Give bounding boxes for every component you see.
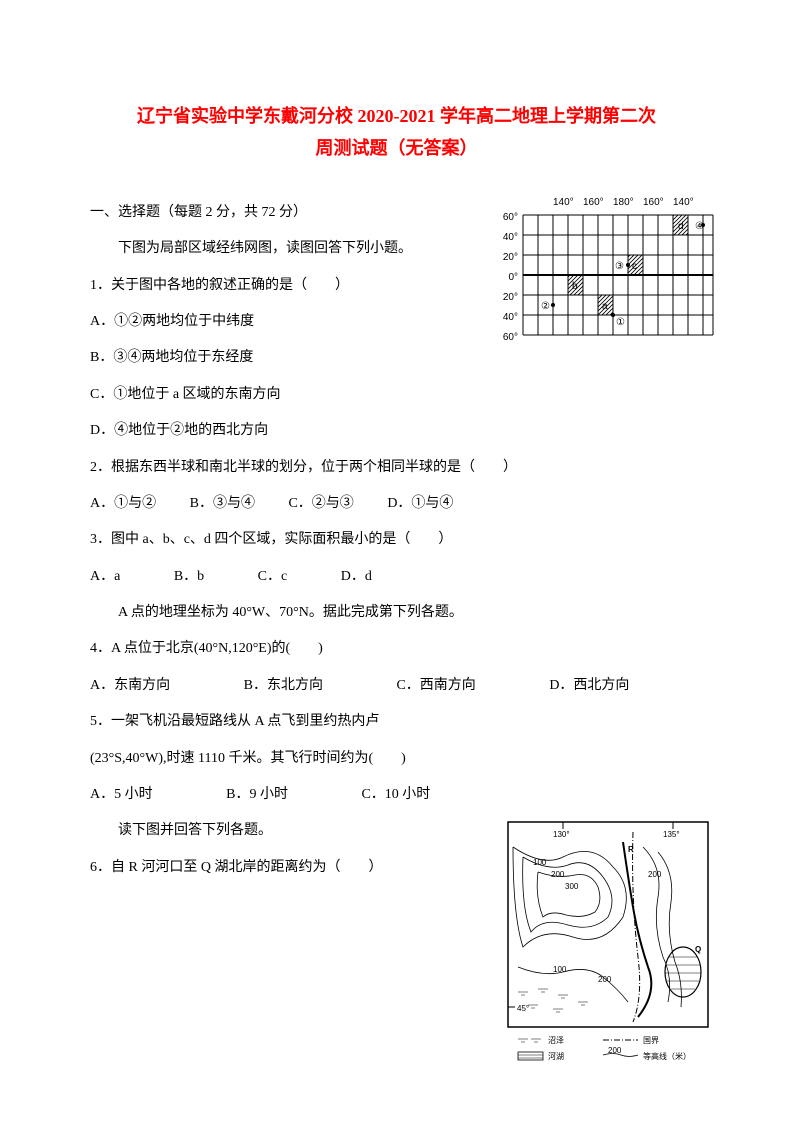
q5-stem-1: 5．一架飞机沿最短路线从 A 点飞到里约热内卢 <box>90 704 703 740</box>
q3-opt-b: B．b <box>174 569 204 584</box>
point-2 <box>551 303 555 307</box>
lon-180: 180° <box>613 197 634 208</box>
lat-40s: 40° <box>503 312 518 323</box>
q3-stem: 3．图中 a、b、c、d 四个区域，实际面积最小的是（ ） <box>90 522 703 558</box>
q5-stem-2: (23°S,40°W),时速 1110 千米。其飞行时间约为( ) <box>90 741 703 777</box>
label-2: ② <box>541 301 550 312</box>
legend: 沼泽 河湖 国界 200 等高线（米） <box>518 1036 691 1061</box>
map-svg: 130° 135° 45° 100 200 300 200 200 100 R <box>503 817 713 1067</box>
q2-opt-d: D．①与④ <box>387 496 453 511</box>
lat-60s: 60° <box>503 332 518 343</box>
lat-0: 0° <box>508 272 518 283</box>
point-4 <box>701 223 705 227</box>
lat-20s: 20° <box>503 292 518 303</box>
title-line-2: 周测试题（无答案） <box>90 132 703 164</box>
q5-opt-b: B．9 小时 <box>226 787 288 802</box>
contour-200c: 200 <box>598 975 612 984</box>
lon-135: 135° <box>663 830 680 839</box>
title-line-1: 辽宁省实验中学东戴河分校 2020-2021 学年高二地理上学期第二次 <box>90 100 703 132</box>
label-c: c <box>632 261 637 272</box>
q2-stem: 2．根据东西半球和南北半球的划分，位于两个相同半球的是（ ） <box>90 450 703 486</box>
q4-stem: 4．A 点位于北京(40°N,120°E)的( ) <box>90 631 703 667</box>
river <box>623 842 651 1017</box>
lon-160-r: 160° <box>643 197 664 208</box>
label-b: b <box>572 281 578 292</box>
label-d: d <box>678 221 684 232</box>
legend-contour: 等高线（米） <box>643 1051 691 1061</box>
grid-figure: 140° 160° 180° 160° 140° 60° 40° 20° 0° … <box>498 195 718 370</box>
label-q: Q <box>695 945 701 954</box>
lake-q-outline <box>665 947 701 997</box>
point-3 <box>626 263 630 267</box>
lat-40n: 40° <box>503 232 518 243</box>
lake-fill <box>665 957 701 989</box>
grid-svg: 140° 160° 180° 160° 140° 60° 40° 20° 0° … <box>498 195 718 365</box>
q4-options: A．东南方向 B．东北方向 C．西南方向 D．西北方向 <box>90 668 703 704</box>
contour-200b: 200 <box>648 870 662 879</box>
legend-border: 国界 <box>643 1036 659 1045</box>
lat-45: 45° <box>517 1004 529 1013</box>
contour-200: 200 <box>551 870 565 879</box>
point-1 <box>611 313 615 317</box>
q3-options: A．a B．b C．c D．d <box>90 559 703 595</box>
q2-opt-b: B．③与④ <box>190 496 255 511</box>
q5-opt-a: A．5 小时 <box>90 787 153 802</box>
q2-options: A．①与② B．③与④ C．②与③ D．①与④ <box>90 486 703 522</box>
legend-contour-val: 200 <box>608 1046 622 1055</box>
context-a: A 点的地理坐标为 40°W、70°N。据此完成第下列各题。 <box>90 595 703 631</box>
contour-300: 300 <box>565 882 579 891</box>
q5-options: A．5 小时 B．9 小时 C．10 小时 <box>90 777 703 813</box>
lon-160-l: 160° <box>583 197 604 208</box>
lon-140-r: 140° <box>673 197 694 208</box>
q2-opt-a: A．①与② <box>90 496 156 511</box>
contour-100: 100 <box>533 858 547 867</box>
contour-100b: 100 <box>553 965 567 974</box>
q2-opt-c: C．②与③ <box>288 496 353 511</box>
q3-opt-a: A．a <box>90 569 120 584</box>
map-figure: 130° 135° 45° 100 200 300 200 200 100 R <box>503 817 713 1072</box>
q1-opt-c: C．①地位于 a 区域的东南方向 <box>90 377 703 413</box>
lon-130: 130° <box>553 830 570 839</box>
q4-opt-b: B．东北方向 <box>244 678 323 693</box>
q4-opt-c: C．西南方向 <box>396 678 475 693</box>
lat-20n: 20° <box>503 252 518 263</box>
q5-opt-c: C．10 小时 <box>361 787 430 802</box>
lon-140-l: 140° <box>553 197 574 208</box>
q3-opt-d: D．d <box>341 569 372 584</box>
legend-swamp: 沼泽 <box>548 1036 564 1045</box>
label-3: ③ <box>615 261 624 272</box>
label-1: ① <box>616 317 625 328</box>
label-a: a <box>602 301 608 312</box>
lat-60n: 60° <box>503 212 518 223</box>
q4-opt-d: D．西北方向 <box>549 678 629 693</box>
q1-opt-d: D．④地位于②地的西北方向 <box>90 413 703 449</box>
q3-opt-c: C．c <box>258 569 288 584</box>
legend-river: 河湖 <box>548 1051 564 1061</box>
q4-opt-a: A．东南方向 <box>90 678 170 693</box>
